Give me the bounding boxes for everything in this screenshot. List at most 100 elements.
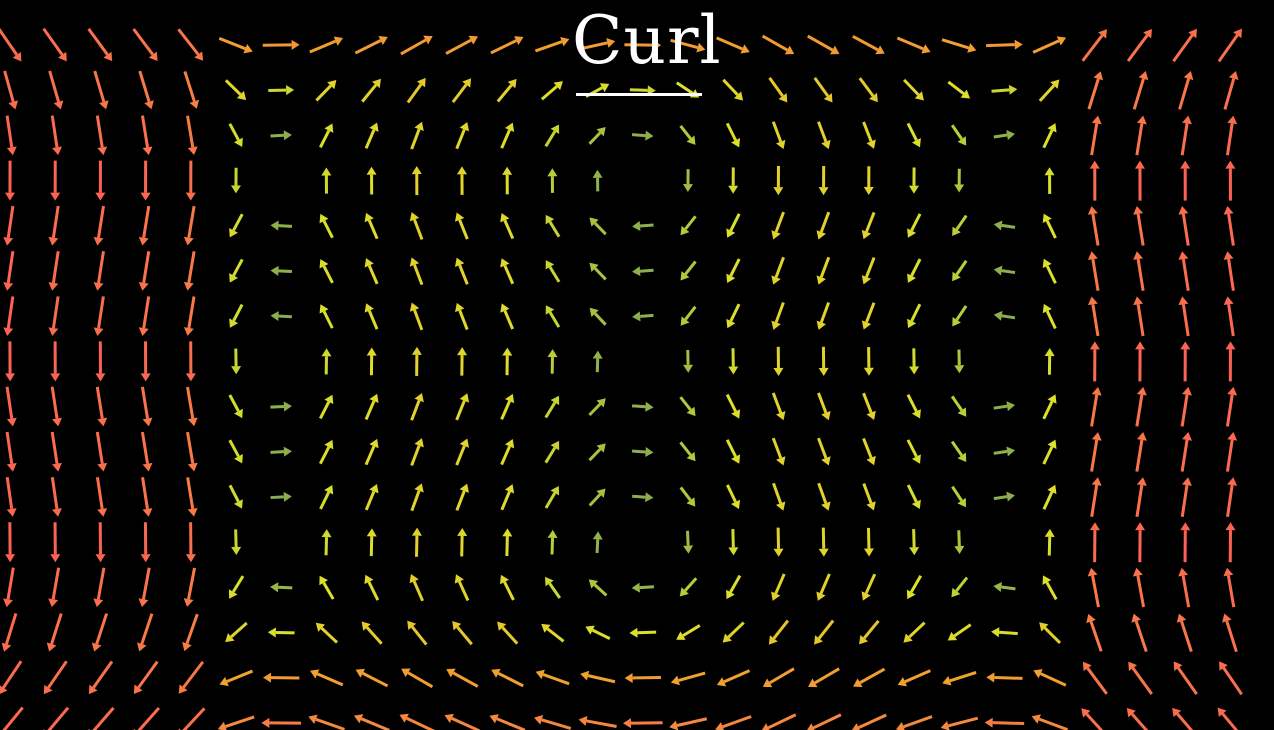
field-arrow [547, 349, 558, 374]
field-arrow [947, 623, 972, 641]
field-arrow [88, 660, 114, 695]
field-arrow [444, 713, 481, 730]
field-arrow [632, 311, 654, 322]
field-arrow [1225, 432, 1238, 472]
field-arrow [909, 348, 920, 375]
field-arrow [993, 265, 1016, 276]
field-arrow [1132, 71, 1149, 110]
field-arrow [1180, 160, 1191, 201]
field-arrow [319, 213, 334, 239]
field-arrow [818, 346, 829, 376]
field-arrow [318, 394, 334, 420]
field-arrow [1090, 115, 1102, 156]
field-arrow [411, 166, 422, 196]
field-arrow [95, 386, 108, 427]
field-arrow [807, 34, 840, 55]
field-arrow [670, 38, 706, 53]
field-arrow [1135, 477, 1147, 517]
field-arrow [455, 302, 469, 331]
field-arrow [140, 386, 153, 427]
field-arrow [270, 582, 293, 593]
field-arrow [138, 70, 154, 110]
field-arrow [141, 477, 153, 517]
field-arrow [183, 251, 196, 291]
field-arrow [1032, 36, 1067, 54]
field-arrow [1223, 206, 1235, 246]
field-arrow [185, 341, 196, 382]
field-arrow [309, 36, 344, 54]
field-arrow [852, 713, 887, 730]
field-arrow [545, 214, 561, 238]
field-arrow [1135, 341, 1146, 382]
field-arrow [679, 486, 696, 507]
field-arrow [319, 259, 334, 284]
field-arrow [909, 529, 920, 556]
field-arrow [676, 624, 701, 640]
field-arrow [270, 220, 293, 231]
field-arrow [1081, 29, 1107, 62]
field-arrow [1178, 206, 1190, 246]
field-arrow [807, 713, 842, 730]
field-arrow [862, 121, 876, 149]
field-arrow [991, 84, 1018, 95]
field-arrow [852, 35, 885, 55]
field-arrow [1128, 661, 1153, 695]
field-arrow [580, 670, 616, 684]
field-arrow [270, 401, 292, 412]
field-arrow [896, 36, 931, 54]
field-arrow [50, 115, 62, 156]
field-arrow [1039, 622, 1062, 644]
field-arrow [489, 714, 526, 730]
field-arrow [771, 121, 786, 150]
field-arrow [1172, 707, 1194, 730]
field-arrow [545, 305, 561, 328]
field-arrow [138, 567, 151, 608]
field-arrow [1082, 661, 1108, 695]
field-arrow [95, 341, 106, 382]
field-arrow [500, 439, 515, 466]
field-arrow [715, 715, 752, 730]
field-arrow [670, 671, 706, 686]
field-arrow [906, 574, 923, 600]
field-arrow [991, 627, 1018, 638]
field-arrow [862, 437, 876, 466]
field-arrow [455, 393, 469, 421]
field-arrow [1090, 432, 1102, 472]
field-arrow [132, 28, 158, 61]
field-arrow [631, 401, 654, 412]
field-arrow [93, 205, 105, 246]
field-arrow [993, 310, 1016, 321]
field-arrow [5, 386, 17, 427]
field-arrow [903, 621, 926, 643]
field-arrow [1090, 477, 1102, 517]
field-arrow [722, 78, 744, 101]
field-arrow [177, 28, 204, 61]
field-arrow [3, 250, 15, 291]
field-arrow [862, 392, 876, 421]
field-arrow [863, 527, 874, 557]
field-arrow [364, 574, 380, 601]
field-arrow [813, 76, 833, 103]
field-arrow [632, 130, 654, 141]
field-arrow [773, 527, 784, 557]
field-arrow [1, 613, 18, 652]
field-arrow [48, 70, 64, 110]
field-arrow [355, 668, 389, 688]
field-arrow [0, 660, 23, 694]
field-arrow [728, 167, 739, 194]
field-arrow [993, 401, 1016, 412]
field-arrow [545, 260, 561, 283]
field-arrow [725, 439, 741, 464]
field-arrow [547, 168, 558, 193]
field-arrow [452, 620, 473, 646]
field-arrow [1180, 341, 1191, 382]
field-arrow [629, 85, 656, 96]
field-arrow [954, 168, 965, 193]
field-arrow [178, 707, 206, 730]
field-arrow [1223, 567, 1236, 608]
field-arrow [986, 39, 1023, 50]
field-arrow [1180, 477, 1192, 518]
field-arrow [95, 476, 108, 517]
field-arrow [502, 528, 513, 557]
field-arrow [364, 484, 379, 511]
